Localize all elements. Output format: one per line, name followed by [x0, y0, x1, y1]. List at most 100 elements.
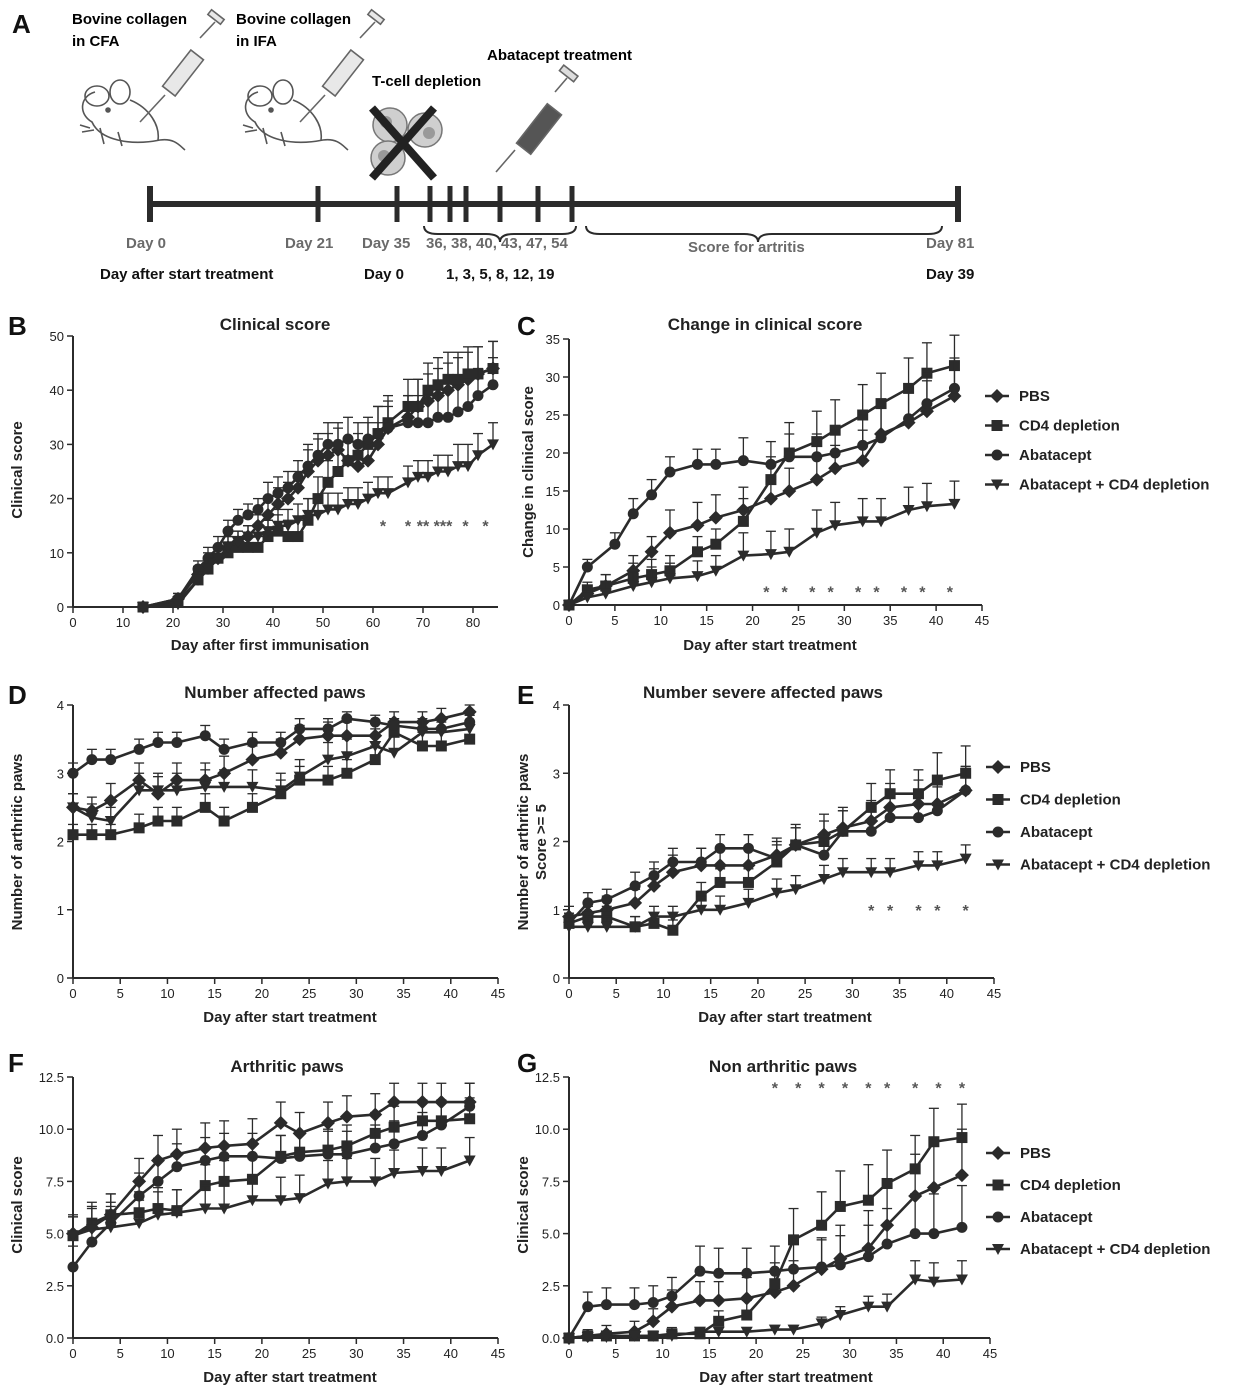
- data-point: [67, 767, 79, 779]
- legend-label: PBS: [1020, 1145, 1051, 1162]
- y-tick-label-b: 20: [50, 492, 64, 507]
- data-point: [273, 1115, 288, 1130]
- data-point: [152, 737, 164, 749]
- data-point: [862, 1301, 875, 1313]
- data-point: [463, 1155, 476, 1167]
- y-axis-label-c: Change in clinical score: [520, 386, 537, 558]
- data-point: [322, 438, 334, 450]
- x-tick-label-f: 25: [302, 1346, 316, 1361]
- data-point: [647, 878, 661, 893]
- legend-label: Abatacept: [1019, 447, 1092, 464]
- day81-label: Day 81: [926, 235, 974, 252]
- data-point: [695, 856, 707, 868]
- data-point: [202, 564, 214, 576]
- data-point: [647, 1297, 659, 1309]
- data-point: [875, 516, 888, 528]
- day39-label: Day 39: [926, 266, 974, 283]
- legend-label: CD4 depletion: [1020, 1177, 1121, 1194]
- data-point: [402, 417, 414, 429]
- immunisation1-line1: Bovine collagen: [72, 11, 187, 28]
- data-point: [340, 751, 353, 763]
- data-point: [435, 1119, 447, 1131]
- data-point: [272, 487, 284, 499]
- data-point: [790, 839, 802, 851]
- data-point: [152, 785, 164, 797]
- data-point: [884, 867, 897, 879]
- data-point: [271, 497, 285, 512]
- data-point: [600, 921, 613, 933]
- data-point: [855, 453, 870, 468]
- immunisation2-line2: in IFA: [236, 33, 277, 50]
- data-point: [212, 553, 224, 565]
- x-tick-label-c: 40: [929, 613, 943, 628]
- data-point: [487, 379, 499, 391]
- data-point: [293, 1193, 306, 1205]
- y-tick-label-f: 7.5: [46, 1174, 64, 1189]
- data-point: [629, 880, 641, 892]
- x-tick-label-e: 35: [892, 986, 906, 1001]
- data-point: [416, 727, 429, 739]
- data-point: [416, 740, 428, 752]
- x-tick-label-b: 40: [266, 615, 280, 630]
- mouse-icon: [79, 79, 186, 151]
- data-point: [810, 527, 823, 539]
- x-tick-label-e: 25: [798, 986, 812, 1001]
- data-point: [902, 505, 915, 516]
- tcell-depletion-label: T-cell depletion: [372, 73, 481, 90]
- data-point: [442, 411, 454, 423]
- data-point: [462, 400, 474, 412]
- data-point: [837, 825, 849, 837]
- data-point: [769, 1265, 781, 1277]
- y-tick-label-e: 2: [553, 835, 560, 850]
- x-tick-label-c: 10: [654, 613, 668, 628]
- data-point: [86, 754, 98, 766]
- treatment-days-label: 36, 38, 40, 43, 47, 54: [426, 235, 568, 252]
- data-point: [931, 774, 943, 786]
- legend-marker: [991, 449, 1003, 461]
- legend-label: Abatacept + CD4 depletion: [1019, 477, 1209, 494]
- data-point: [563, 600, 575, 611]
- y-tick-label-c: 5: [553, 560, 560, 575]
- y-axis-label-f: Clinical score: [9, 1156, 26, 1254]
- data-point: [369, 754, 381, 766]
- data-point: [262, 526, 274, 538]
- data-point: [741, 1309, 753, 1321]
- x-tick-label-d: 20: [255, 986, 269, 1001]
- series-b-2: [137, 357, 499, 613]
- x-tick-label-b: 0: [69, 615, 76, 630]
- data-point: [909, 1228, 921, 1240]
- x-tick-label-e: 15: [703, 986, 717, 1001]
- data-point: [172, 599, 184, 611]
- data-point: [462, 461, 474, 473]
- y-tick-label-e: 3: [553, 766, 560, 781]
- data-point: [666, 1290, 678, 1302]
- data-point: [222, 525, 234, 537]
- day21-label: Day 21: [285, 235, 333, 252]
- x-tick-label-c: 0: [565, 613, 572, 628]
- x-tick-label-e: 30: [845, 986, 859, 1001]
- series-d-1: [67, 718, 476, 841]
- chart-panel-c: C Change in clinical score 0 5 10 15 20 25 30 35 4…: [517, 311, 1209, 654]
- data-point: [563, 1333, 575, 1344]
- data-point: [737, 455, 749, 467]
- score-brace: [585, 225, 943, 243]
- data-point: [372, 428, 384, 440]
- series-line: [72, 1159, 471, 1237]
- y-tick-label-c: 10: [546, 522, 560, 537]
- significance-mark-c: *: [827, 584, 834, 601]
- data-point: [782, 484, 797, 498]
- data-point: [959, 853, 972, 865]
- data-point: [956, 1132, 968, 1144]
- legend-g: PBS CD4 depletion Abatacept Abatacept + CD4…: [986, 1145, 1210, 1258]
- data-point: [104, 816, 117, 828]
- data-point: [787, 1324, 800, 1336]
- data-point: [582, 1301, 594, 1313]
- data-point: [85, 812, 98, 824]
- y-tick-label-b: 0: [57, 600, 64, 615]
- significance-mark-b: *: [482, 519, 489, 536]
- data-point: [693, 1326, 706, 1338]
- data-point: [709, 565, 722, 577]
- data-point: [881, 1301, 894, 1313]
- data-point: [708, 510, 723, 525]
- data-point: [340, 1176, 353, 1188]
